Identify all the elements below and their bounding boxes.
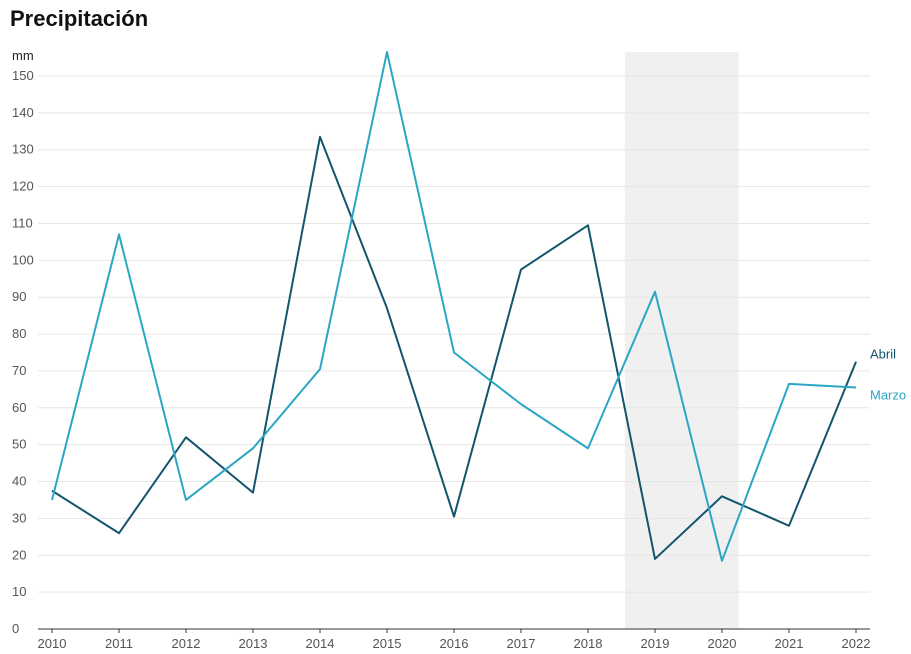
- x-tick-label: 2021: [775, 636, 804, 651]
- x-tick-label: 2019: [641, 636, 670, 651]
- x-tick-label: 2012: [172, 636, 201, 651]
- highlight-band-layer: [624, 52, 739, 629]
- x-tick-label: 2020: [708, 636, 737, 651]
- chart-title: Precipitación: [10, 6, 149, 31]
- x-tick-label: 2011: [105, 636, 133, 651]
- y-tick-label: 30: [12, 510, 26, 525]
- x-tick-label: 2013: [239, 636, 268, 651]
- y-tick-label: 50: [12, 437, 26, 452]
- y-tick-label: 110: [12, 215, 33, 230]
- y-tick-label: 20: [12, 547, 26, 562]
- y-tick-label: 150: [12, 68, 34, 83]
- y-tick-label: 90: [12, 289, 26, 304]
- gridlines: [38, 75, 870, 593]
- series-label-marzo: Marzo: [870, 388, 906, 403]
- x-tick-label: 2015: [373, 636, 402, 651]
- y-tick-label: 130: [12, 142, 34, 157]
- x-tick-label: 2018: [574, 636, 603, 651]
- series-label-abril: Abril: [870, 347, 896, 362]
- x-tick-label: 2016: [440, 636, 469, 651]
- axes: 0 10 20 30 40 50 60 70 80 90 100 110 120 130 140 150 201…: [12, 68, 870, 651]
- y-tick-label: 70: [12, 363, 26, 378]
- x-tick-label: 2017: [507, 636, 536, 651]
- series-line-marzo: [51, 51, 857, 562]
- x-tick-label: 2010: [38, 636, 67, 651]
- y-tick-label: 10: [12, 584, 26, 599]
- y-tick-label: 120: [12, 179, 34, 194]
- y-tick-label: 60: [12, 400, 26, 415]
- y-tick-label: 100: [12, 252, 34, 267]
- y-tick-label: 80: [12, 326, 26, 341]
- series-line-abril: [51, 135, 857, 560]
- series-labels: Abril Marzo: [870, 347, 906, 403]
- y-tick-label: 40: [12, 474, 26, 489]
- y-tick-label: 0: [12, 621, 19, 636]
- x-tick-label: 2022: [842, 636, 871, 651]
- y-tick-label: 140: [12, 105, 34, 120]
- highlight-band: [624, 52, 739, 629]
- series-lines: [51, 51, 857, 562]
- y-axis-unit: mm: [12, 48, 34, 63]
- x-tick-label: 2014: [306, 636, 335, 651]
